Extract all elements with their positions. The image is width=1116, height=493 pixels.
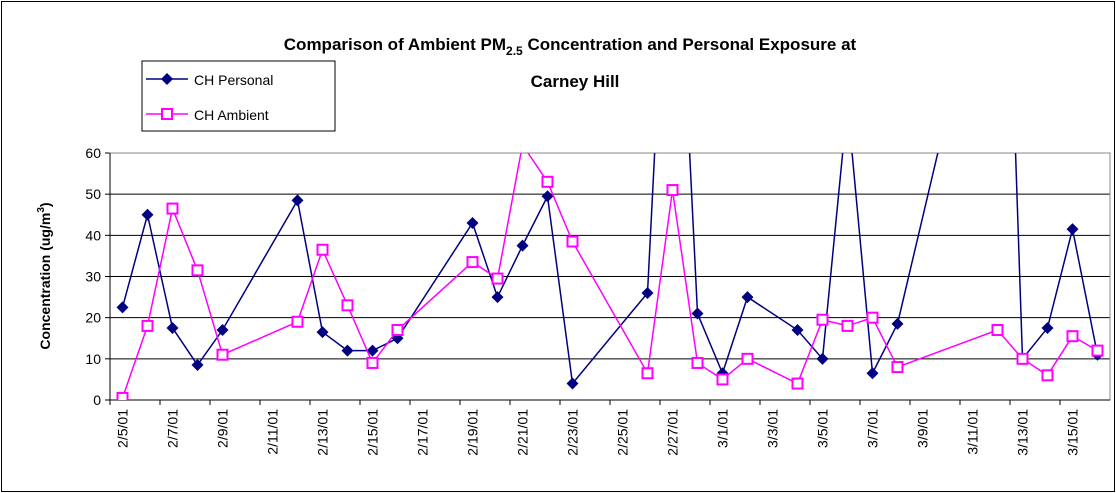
title-part: Comparison of Ambient PM [284, 35, 506, 54]
x-tick-label: 3/13/01 [1015, 409, 1031, 456]
marker [466, 256, 479, 269]
x-tick-label: 3/7/01 [865, 409, 881, 448]
marker [141, 319, 154, 332]
x-tick-label: 2/13/01 [315, 409, 331, 456]
x-tick-label: 2/11/01 [265, 409, 281, 455]
marker [691, 307, 704, 320]
marker [491, 272, 504, 285]
chart-title-line2: Carney Hill [531, 72, 620, 91]
y-tick-label: 60 [85, 145, 101, 161]
marker [1041, 369, 1054, 382]
x-tick-label: 2/25/01 [615, 409, 631, 456]
legend-label: CH Ambient [194, 107, 269, 123]
marker [791, 324, 804, 337]
marker [141, 208, 154, 221]
marker [641, 286, 654, 299]
marker [291, 315, 304, 328]
x-tick-label: 3/11/01 [965, 409, 981, 455]
y-tick-label: 30 [85, 269, 101, 285]
x-tick-label: 2/21/01 [515, 409, 531, 456]
x-tick-label: 2/19/01 [465, 409, 481, 456]
y-axis-label: Concentration (ug/m3) [36, 202, 53, 349]
x-tick-label: 3/5/01 [815, 409, 831, 448]
marker [1041, 321, 1054, 334]
y-tick-label: 20 [85, 310, 101, 326]
marker [216, 348, 229, 361]
marker [116, 391, 129, 400]
marker [1066, 330, 1079, 343]
marker [666, 184, 679, 197]
marker [1091, 344, 1104, 357]
y-label-part: ) [37, 202, 53, 207]
marker [341, 299, 354, 312]
marker [516, 239, 529, 252]
marker [391, 324, 404, 337]
marker [491, 291, 504, 304]
marker [991, 324, 1004, 337]
marker [166, 202, 179, 215]
y-tick-label: 0 [93, 392, 101, 408]
x-tick-label: 2/27/01 [665, 409, 681, 456]
title-part: Concentration and Personal Exposure at [523, 35, 857, 54]
marker [116, 301, 129, 314]
x-tick-label: 2/5/01 [115, 409, 131, 448]
marker [1066, 223, 1079, 236]
title-subscript: 2.5 [506, 44, 523, 58]
y-tick-label: 40 [85, 227, 101, 243]
marker [191, 264, 204, 277]
marker [741, 352, 754, 365]
plot-area [116, 153, 1104, 400]
y-label-part: Concentration (ug/m [37, 213, 53, 350]
marker [566, 235, 579, 248]
marker [466, 216, 479, 229]
marker [816, 352, 829, 365]
marker [691, 356, 704, 369]
marker [166, 321, 179, 334]
legend-label: CH Personal [194, 72, 273, 88]
marker [866, 367, 879, 380]
marker [216, 324, 229, 337]
x-tick-label: 2/7/01 [165, 409, 181, 448]
marker [316, 243, 329, 256]
marker [566, 377, 579, 390]
x-tick-label: 3/1/01 [715, 409, 731, 448]
x-tick-label: 3/9/01 [915, 409, 931, 448]
x-tick-label: 3/15/01 [1065, 409, 1081, 456]
marker [791, 377, 804, 390]
marker [161, 73, 173, 85]
marker [366, 344, 379, 357]
marker [641, 367, 654, 380]
marker [291, 194, 304, 207]
marker [341, 344, 354, 357]
y-tick-label: 50 [85, 186, 101, 202]
marker [841, 319, 854, 332]
marker [191, 359, 204, 372]
series-line [121, 153, 1098, 399]
x-tick-label: 2/15/01 [365, 409, 381, 456]
x-tick-label: 3/3/01 [765, 409, 781, 448]
marker [366, 356, 379, 369]
marker [316, 326, 329, 339]
marker [1016, 352, 1029, 365]
marker [541, 190, 554, 203]
marker [891, 361, 904, 374]
y-tick-label: 10 [85, 351, 101, 367]
x-tick-label: 2/23/01 [565, 409, 581, 456]
x-tick-label: 2/9/01 [215, 409, 231, 448]
y-label-superscript: 3 [36, 207, 47, 213]
x-tick-label: 2/17/01 [415, 409, 431, 456]
marker [161, 108, 173, 120]
marker [716, 373, 729, 386]
chart-title: Comparison of Ambient PM2.5 Concentratio… [284, 35, 857, 58]
marker [866, 311, 879, 324]
marker [816, 313, 829, 326]
legend-box [141, 60, 336, 132]
marker [541, 175, 554, 188]
marker [891, 317, 904, 330]
marker [741, 291, 754, 304]
